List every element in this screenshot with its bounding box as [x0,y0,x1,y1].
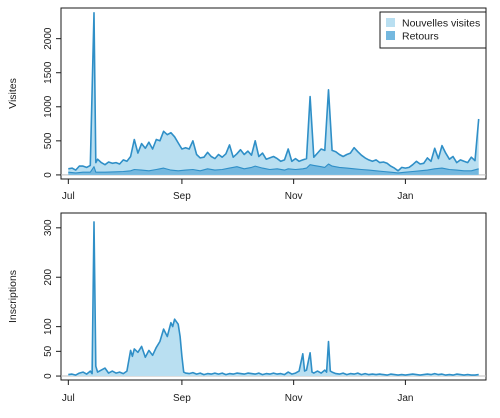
y-axis-title-2: Inscriptions [7,270,19,323]
y-tick-label-1-5: 2000 [43,27,54,50]
legend-swatch-2 [386,31,395,40]
y-tick-label-2-3: 100 [43,318,54,335]
y-tick-label-2-2: 50 [43,345,54,357]
y-tick-label-1-4: 1500 [43,61,54,84]
plot-frame-2 [60,212,487,381]
y-tick-label-1-3: 1000 [43,95,54,118]
series-line-1-1 [68,12,480,172]
y-tick-label-2-5: 300 [43,219,54,236]
x-tick-label-1-2: Sep [173,191,191,202]
series-area-1-1 [68,12,479,175]
y-axis-title-1: Visites [7,78,19,109]
y-tick-label-2-1: 0 [43,373,54,379]
series-line-1-2 [68,163,479,174]
x-tick-label-1-1: Jul [62,191,75,202]
legend-label-2: Retours [402,31,439,43]
x-tick-label-1-3: Nov [285,191,303,202]
series-area-2-1 [68,221,479,376]
x-tick-label-2-1: Jul [62,393,75,404]
x-tick-label-2-3: Nov [285,393,303,404]
legend-swatch-1 [386,18,395,27]
y-tick-label-1-2: 500 [43,132,54,149]
x-tick-label-2-2: Sep [173,393,191,404]
series-line-2-1 [68,221,479,376]
y-tick-label-1-1: 0 [43,172,54,178]
plot-frame-1 [60,7,487,180]
x-tick-label-2-4: Jan [397,393,413,404]
legend-box [379,11,487,49]
x-tick-label-1-4: Jan [397,191,413,202]
legend-label-1: Nouvelles visites [402,18,480,30]
y-tick-label-2-4: 200 [43,268,54,285]
